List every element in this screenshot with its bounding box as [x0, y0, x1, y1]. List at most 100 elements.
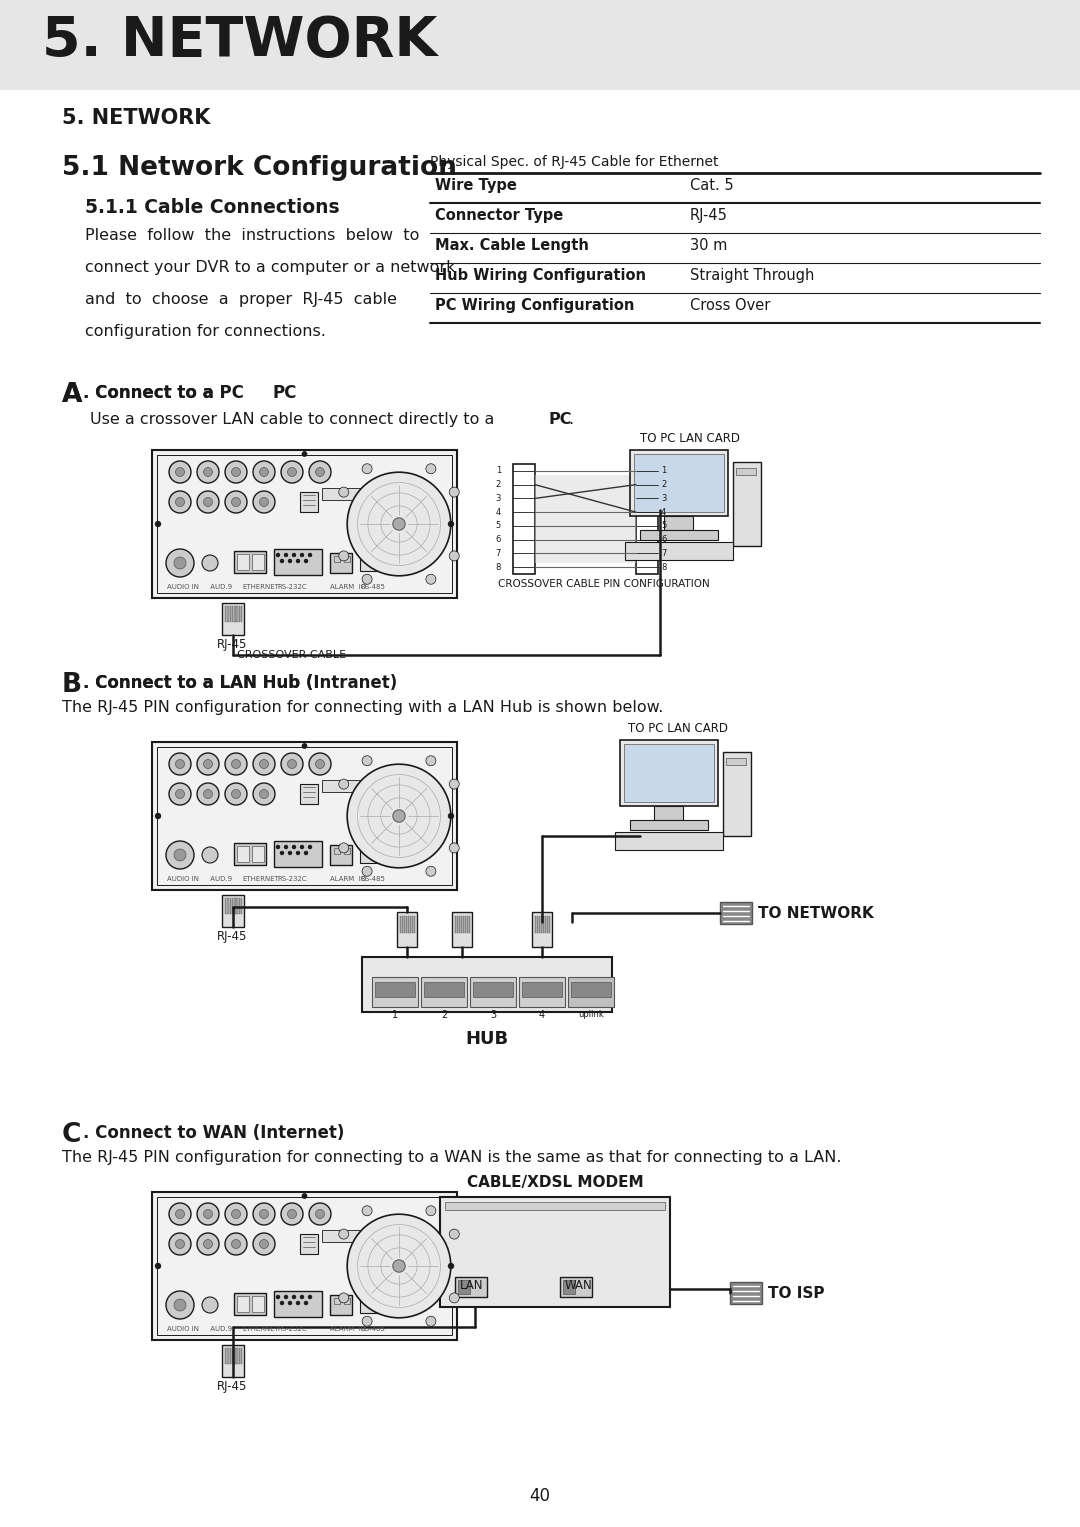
Bar	[463, 916, 464, 933]
Bar	[404, 916, 405, 933]
Text: . Connect to WAN (Internet): . Connect to WAN (Internet)	[83, 1124, 345, 1142]
Bar	[252, 846, 264, 863]
Circle shape	[253, 1232, 275, 1255]
Bar	[234, 606, 235, 621]
Text: The RJ-45 PIN configuration for connecting to a WAN is the same as that for conn: The RJ-45 PIN configuration for connecti…	[62, 1150, 841, 1165]
Circle shape	[197, 1232, 219, 1255]
Circle shape	[315, 467, 324, 476]
Bar	[513, 464, 535, 574]
Bar	[330, 844, 352, 864]
Circle shape	[225, 1203, 247, 1225]
Circle shape	[168, 1232, 191, 1255]
Bar	[237, 554, 249, 570]
Bar	[360, 1296, 378, 1313]
Circle shape	[303, 559, 308, 563]
Bar	[397, 912, 417, 947]
Circle shape	[225, 1232, 247, 1255]
Bar	[535, 475, 636, 563]
Circle shape	[393, 809, 405, 822]
Circle shape	[393, 518, 405, 530]
Bar	[723, 751, 751, 835]
Circle shape	[284, 1295, 288, 1299]
Bar	[230, 1348, 231, 1364]
Circle shape	[168, 753, 191, 776]
Circle shape	[259, 1240, 269, 1249]
Text: Wire Type: Wire Type	[435, 179, 517, 192]
Bar	[411, 916, 414, 933]
Circle shape	[197, 1203, 219, 1225]
Circle shape	[231, 467, 241, 476]
Circle shape	[259, 498, 269, 507]
Circle shape	[449, 1229, 459, 1238]
Bar	[455, 916, 456, 933]
Circle shape	[259, 1209, 269, 1219]
Circle shape	[225, 461, 247, 483]
Circle shape	[296, 1301, 300, 1306]
Circle shape	[259, 467, 269, 476]
Bar	[549, 916, 550, 933]
Bar	[408, 916, 409, 933]
Circle shape	[168, 492, 191, 513]
Circle shape	[202, 1296, 218, 1313]
Circle shape	[253, 1203, 275, 1225]
Text: Cross Over: Cross Over	[690, 298, 770, 313]
Bar	[322, 1231, 377, 1241]
Circle shape	[308, 844, 312, 849]
Circle shape	[449, 843, 459, 854]
Circle shape	[347, 764, 450, 867]
Bar	[334, 1298, 340, 1304]
Bar	[227, 1348, 229, 1364]
Bar	[334, 556, 340, 562]
Bar	[730, 1283, 762, 1304]
Text: CABLE/XDSL MODEM: CABLE/XDSL MODEM	[467, 1174, 644, 1190]
Circle shape	[281, 1203, 303, 1225]
Circle shape	[362, 866, 373, 876]
Circle shape	[156, 1263, 161, 1269]
Bar	[227, 898, 229, 915]
Bar	[322, 780, 377, 793]
Circle shape	[448, 1263, 454, 1269]
Circle shape	[287, 759, 297, 768]
Bar	[453, 912, 472, 947]
Text: ALARM  IO: ALARM IO	[330, 583, 366, 589]
Text: 5. NETWORK: 5. NETWORK	[42, 14, 437, 69]
Circle shape	[449, 487, 459, 498]
Circle shape	[231, 1209, 241, 1219]
Bar	[237, 1296, 249, 1312]
Circle shape	[259, 759, 269, 768]
Circle shape	[231, 498, 241, 507]
Circle shape	[276, 844, 280, 849]
Circle shape	[280, 851, 284, 855]
Circle shape	[197, 461, 219, 483]
Circle shape	[426, 756, 436, 765]
Bar	[440, 1197, 670, 1307]
Text: A: A	[62, 382, 82, 408]
Bar	[230, 898, 231, 915]
Bar	[470, 977, 516, 1006]
Bar	[300, 1234, 318, 1254]
Circle shape	[302, 452, 307, 457]
Circle shape	[225, 753, 247, 776]
Bar	[225, 898, 227, 915]
Circle shape	[175, 789, 185, 799]
Text: 8: 8	[496, 562, 501, 571]
Circle shape	[203, 498, 213, 507]
Circle shape	[259, 789, 269, 799]
Bar	[234, 1293, 266, 1315]
Text: 3: 3	[496, 493, 501, 502]
Circle shape	[448, 812, 454, 818]
Circle shape	[362, 1206, 373, 1215]
Text: The RJ-45 PIN configuration for connecting with a LAN Hub is shown below.: The RJ-45 PIN configuration for connecti…	[62, 699, 663, 715]
Text: Physical Spec. of RJ-45 Cable for Ethernet: Physical Spec. of RJ-45 Cable for Ethern…	[430, 156, 718, 169]
Circle shape	[339, 551, 349, 560]
Text: AUDIO IN     AUD.9: AUDIO IN AUD.9	[167, 583, 232, 589]
Bar	[157, 1197, 453, 1335]
Text: Max. Cable Length: Max. Cable Length	[435, 238, 589, 253]
Bar	[234, 843, 266, 864]
Bar	[571, 982, 611, 997]
Bar	[458, 1280, 470, 1293]
Bar	[406, 916, 407, 933]
Bar	[410, 916, 411, 933]
Text: .: .	[568, 412, 573, 428]
Circle shape	[426, 464, 436, 473]
